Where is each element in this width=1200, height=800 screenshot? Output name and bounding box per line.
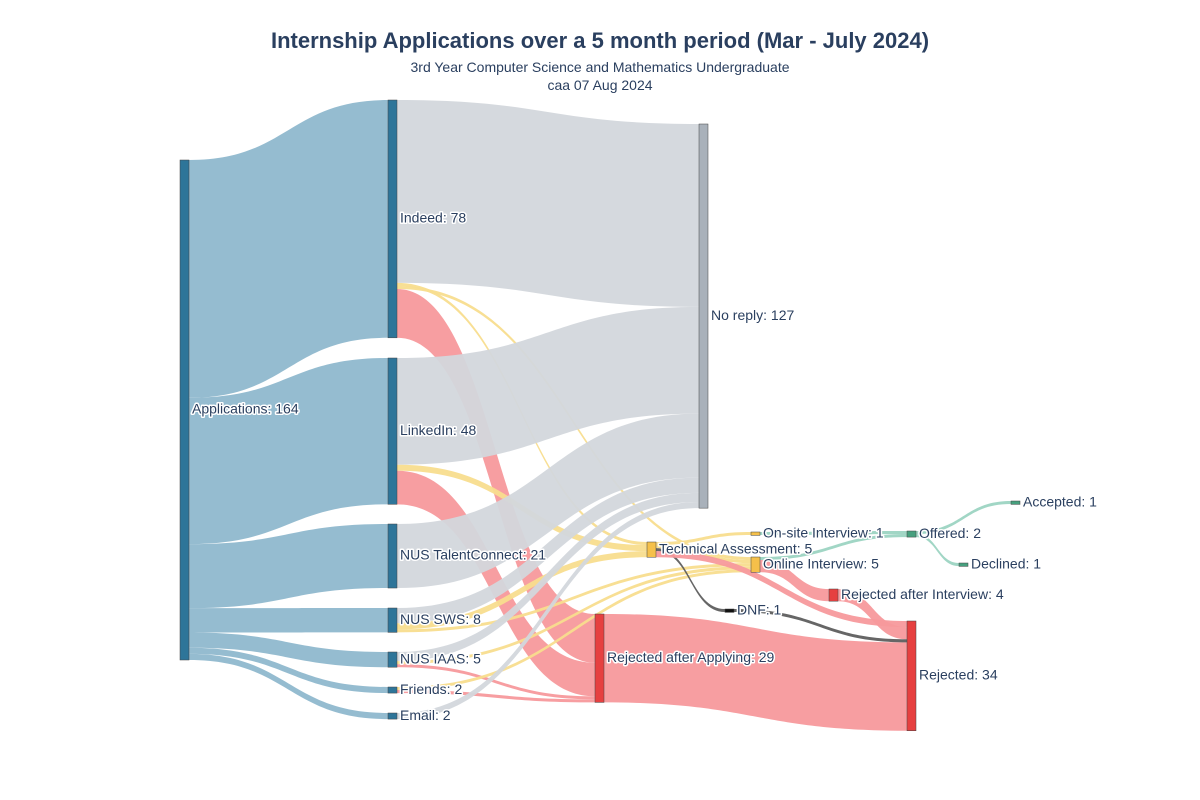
node-label-applications: Applications: 164 — [192, 401, 299, 417]
link-online-to-offered[interactable] — [760, 534, 907, 561]
node-label-dnf: DNF: 1 — [737, 601, 782, 617]
link-iaas-to-rej_apply[interactable] — [397, 664, 595, 700]
link-sws-to-online[interactable] — [397, 563, 751, 633]
node-sws[interactable] — [387, 607, 398, 633]
node-accepted[interactable] — [1010, 500, 1021, 505]
node-online[interactable] — [750, 556, 761, 573]
node-label-iaas: NUS IAAS: 5 — [400, 650, 481, 666]
chart-title: Internship Applications over a 5 month p… — [270, 28, 930, 53]
node-rejected[interactable] — [906, 620, 917, 732]
chart-subtitle: 3rd Year Computer Science and Mathematic… — [410, 59, 790, 75]
node-email[interactable] — [387, 712, 398, 720]
sankey-links — [189, 100, 1011, 731]
link-iaas-to-online[interactable] — [397, 566, 751, 665]
link-indeed-to-noreply[interactable] — [397, 100, 699, 307]
link-applications-to-email[interactable] — [189, 653, 388, 720]
link-iaas-to-noreply[interactable] — [397, 492, 699, 662]
node-iaas[interactable] — [387, 651, 398, 668]
link-applications-to-iaas[interactable] — [189, 632, 388, 668]
link-online-to-rej_int[interactable] — [760, 560, 829, 602]
node-label-noreply: No reply: 127 — [711, 307, 794, 323]
node-offered[interactable] — [906, 530, 917, 538]
node-rej_apply[interactable] — [594, 613, 605, 703]
node-noreply[interactable] — [698, 123, 709, 509]
node-label-onsite: On-site Interview: 1 — [763, 524, 884, 540]
link-talentconnect-to-noreply[interactable] — [397, 413, 699, 589]
node-talentconnect[interactable] — [387, 523, 398, 589]
node-label-declined: Declined: 1 — [971, 555, 1041, 571]
node-label-accepted: Accepted: 1 — [1023, 493, 1097, 509]
node-indeed[interactable] — [387, 99, 398, 339]
sankey-nodes — [179, 99, 1021, 732]
node-label-email: Email: 2 — [400, 707, 451, 723]
node-label-linkedin: LinkedIn: 48 — [400, 422, 476, 438]
link-onsite-to-offered[interactable] — [760, 531, 907, 536]
node-dnf[interactable] — [724, 608, 735, 613]
link-rej_int-to-rejected[interactable] — [838, 589, 907, 640]
link-linkedin-to-noreply[interactable] — [397, 306, 699, 465]
link-applications-to-indeed[interactable] — [189, 100, 388, 398]
link-friends-to-online[interactable] — [397, 569, 751, 691]
node-applications[interactable] — [179, 159, 190, 661]
node-tech[interactable] — [646, 541, 657, 558]
link-indeed-to-rej_apply[interactable] — [397, 289, 595, 663]
node-label-online: Online Interview: 5 — [763, 555, 879, 571]
node-label-rej_int: Rejected after Interview: 4 — [841, 586, 1004, 602]
node-label-offered: Offered: 2 — [919, 525, 981, 541]
node-label-rej_apply: Rejected after Applying: 29 — [607, 649, 775, 665]
node-label-sws: NUS SWS: 8 — [400, 611, 481, 627]
link-tech-to-onsite[interactable] — [656, 532, 751, 546]
node-label-rejected: Rejected: 34 — [919, 667, 998, 683]
node-friends[interactable] — [387, 686, 398, 694]
node-rej_int[interactable] — [828, 588, 839, 602]
link-rej_apply-to-rejected[interactable] — [604, 614, 907, 731]
link-email-to-noreply[interactable] — [397, 502, 699, 720]
node-label-talentconnect: NUS TalentConnect: 21 — [400, 547, 546, 563]
node-label-tech: Technical Assessment: 5 — [659, 540, 813, 556]
node-onsite[interactable] — [750, 531, 761, 536]
chart-subtitle-date: caa 07 Aug 2024 — [547, 77, 653, 93]
link-applications-to-sws[interactable] — [189, 608, 388, 633]
node-linkedin[interactable] — [387, 357, 398, 505]
link-applications-to-linkedin[interactable] — [189, 358, 388, 545]
sankey-labels: Applications: 164 Indeed: 78 LinkedIn: 48 N… — [191, 208, 1099, 724]
node-label-indeed: Indeed: 78 — [400, 210, 466, 226]
node-declined[interactable] — [958, 562, 969, 567]
link-tech-to-rejected[interactable] — [656, 551, 907, 628]
link-offered-to-accepted[interactable] — [916, 501, 1011, 535]
link-sws-to-noreply[interactable] — [397, 477, 699, 624]
link-tech-to-online[interactable] — [656, 545, 751, 564]
link-offered-to-declined[interactable] — [916, 534, 959, 567]
link-friends-to-rej_apply[interactable] — [397, 690, 595, 703]
link-applications-to-talentconnect[interactable] — [189, 524, 388, 609]
link-applications-to-friends[interactable] — [189, 647, 388, 694]
link-tech-to-dnf[interactable] — [656, 548, 725, 613]
node-label-friends: Friends: 2 — [400, 681, 462, 697]
link-sws-to-tech[interactable] — [397, 551, 647, 630]
link-dnf-to-rejected[interactable] — [734, 609, 907, 643]
